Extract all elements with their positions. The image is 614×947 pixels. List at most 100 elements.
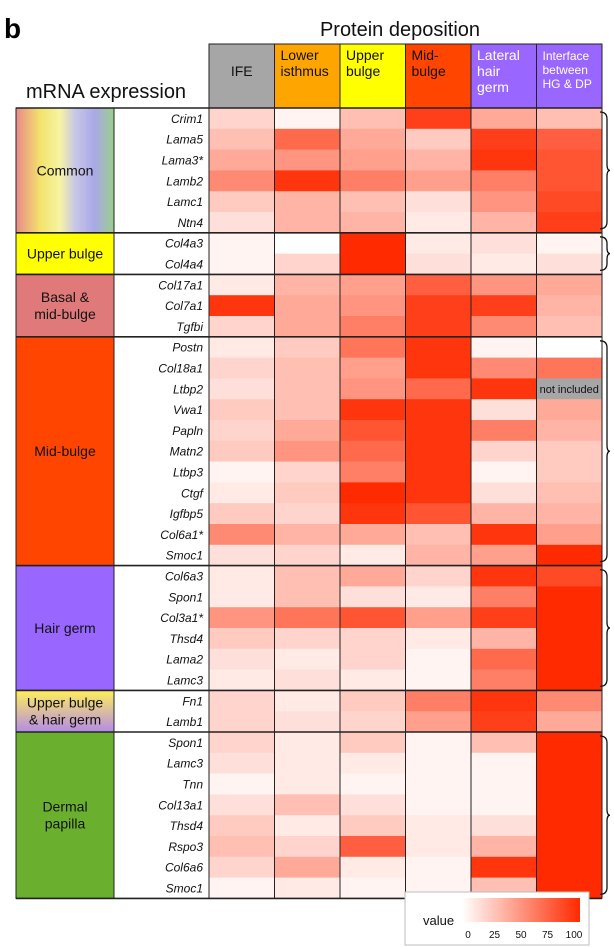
- heatmap-cell: [209, 274, 275, 296]
- heatmap-cell: [405, 648, 472, 670]
- heatmap-cell: [471, 524, 537, 546]
- gene-label: Lama2: [166, 653, 203, 667]
- heatmap-cell: [405, 378, 472, 400]
- column-header-label: HG & DP: [543, 77, 592, 91]
- heatmap-cell: [209, 170, 275, 192]
- heatmap-cell: [340, 316, 406, 338]
- heatmap-cell: [536, 648, 603, 670]
- side-title: mRNA expression: [26, 81, 186, 103]
- heatmap-cell: [209, 378, 275, 400]
- heatmap-cell: [405, 815, 472, 837]
- gene-label: Col4a4: [165, 258, 203, 272]
- heatmap-cell: [405, 586, 472, 608]
- heatmap-cell: [274, 149, 341, 171]
- heatmap-cell: [274, 815, 341, 837]
- row-group-label: Upper bulge: [27, 695, 103, 711]
- heatmap-cell: [471, 794, 537, 816]
- heatmap-cell: [536, 628, 603, 650]
- heatmap-cell: [274, 503, 341, 525]
- column-header-label: germ: [477, 79, 509, 95]
- heatmap-cell: [340, 170, 406, 192]
- gene-label: Lamb1: [166, 715, 203, 729]
- gene-label: Matn2: [170, 445, 204, 459]
- gene-label: Ntn4: [178, 216, 204, 230]
- heatmap-cell: [471, 440, 537, 462]
- heatmap-cell: [536, 212, 603, 234]
- group-bracket: [599, 568, 611, 688]
- heatmap-cell: [471, 461, 537, 483]
- heatmap-cell: [471, 836, 537, 858]
- gene-label-column: [114, 108, 209, 899]
- heatmap-cell: [274, 274, 341, 296]
- column-header-label: Mid-: [412, 47, 440, 63]
- heatmap-cell: [471, 232, 537, 254]
- heatmap-cell: [209, 815, 275, 837]
- heatmap-cell: [536, 253, 603, 275]
- row-group-bg: [15, 689, 115, 733]
- heatmap-cell: [536, 815, 603, 837]
- heatmap-cells: not included: [209, 108, 603, 899]
- column-header-bg: [339, 43, 406, 109]
- heatmap-cell: [536, 752, 603, 774]
- row-group-bg: [15, 731, 115, 899]
- heatmap-cell: [536, 503, 603, 525]
- heatmap-cell: [405, 794, 472, 816]
- heatmap-cell: [471, 648, 537, 670]
- heatmap-cell: [536, 773, 603, 795]
- gene-label: Lama3*: [162, 154, 204, 168]
- gene-label: Spon1: [168, 736, 203, 750]
- heatmap-cell: [340, 690, 406, 712]
- column-header-bg: [208, 43, 275, 109]
- heatmap-cell: [340, 149, 406, 171]
- heatmap-cell: [471, 607, 537, 629]
- heatmap-cell: [405, 461, 472, 483]
- heatmap-cell: [536, 108, 603, 130]
- heatmap-cell: [536, 482, 603, 504]
- heatmap-cell: [536, 711, 603, 733]
- heatmap-cell: [471, 128, 537, 150]
- heatmap-cell: [536, 420, 603, 442]
- heatmap-cell: [274, 399, 341, 421]
- heatmap-cell: [274, 586, 341, 608]
- heatmap-cell: [405, 357, 472, 379]
- heatmap-cell: [209, 128, 275, 150]
- heatmap-cell: [340, 815, 406, 837]
- heatmap-cell: [536, 357, 603, 379]
- heatmap-cell: [209, 357, 275, 379]
- heatmap-cell: [274, 877, 341, 899]
- heatmap-cell: [340, 336, 406, 358]
- group-bracket: [599, 340, 611, 563]
- heatmap-cell: [536, 274, 603, 296]
- heatmap-cell: [340, 357, 406, 379]
- heatmap-cell: [471, 191, 537, 213]
- gene-label: Thsd4: [170, 819, 204, 833]
- heatmap-cell: [536, 524, 603, 546]
- heatmap-cell: [274, 690, 341, 712]
- heatmap-cell: [340, 191, 406, 213]
- heatmap-cell: [209, 690, 275, 712]
- color-legend: value 0 25 50 75 100: [404, 891, 590, 946]
- row-group-label: Mid-bulge: [34, 443, 96, 459]
- heatmap-cell: [471, 212, 537, 234]
- heatmap-cell: [340, 544, 406, 566]
- legend-gradient: [462, 898, 580, 922]
- heatmap-cell: [405, 856, 472, 878]
- heatmap-cell: [471, 399, 537, 421]
- heatmap-cell: [536, 316, 603, 338]
- gene-label: Ltbp2: [173, 382, 203, 396]
- heatmap-cell: [209, 212, 275, 234]
- gene-label: Fn1: [182, 694, 203, 708]
- heatmap-cell: [536, 232, 603, 254]
- heatmap-cell: [274, 669, 341, 691]
- gene-label: Col4a3: [165, 237, 203, 251]
- heatmap-cell: [405, 524, 472, 546]
- gene-label: Lamc3: [167, 674, 203, 688]
- gene-label: Smoc1: [166, 882, 203, 896]
- heatmap-cell: [274, 420, 341, 442]
- heatmap-cell: [274, 607, 341, 629]
- heatmap-cell: [536, 191, 603, 213]
- heatmap-cell: [209, 108, 275, 130]
- heatmap-cell: [274, 628, 341, 650]
- row-group-label: Hair germ: [34, 620, 95, 636]
- row-group-label: Dermal: [42, 799, 87, 815]
